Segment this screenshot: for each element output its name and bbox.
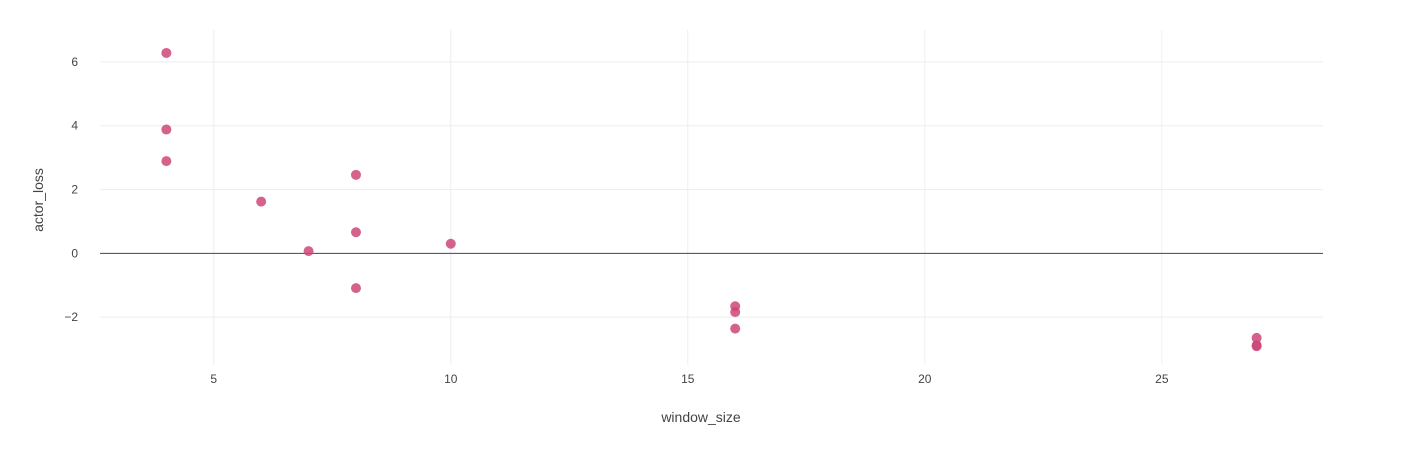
data-point: [350, 283, 361, 294]
data-point: [161, 156, 172, 167]
data-point: [730, 323, 741, 334]
data-point: [303, 246, 314, 257]
data-point: [161, 47, 172, 58]
y-tick-label: 2: [71, 183, 78, 197]
x-tick-label: 25: [1155, 372, 1169, 386]
x-tick-label: 20: [918, 372, 932, 386]
x-tick-label: 10: [444, 372, 458, 386]
y-tick-label: 6: [71, 55, 78, 69]
grid-layer: [100, 30, 1323, 365]
data-point: [161, 124, 172, 135]
y-tick-label: −2: [64, 310, 78, 324]
y-axis-label: actor_loss: [30, 168, 46, 232]
y-tick-label: 4: [71, 119, 78, 133]
points-layer: [161, 47, 1262, 352]
data-point: [1251, 332, 1262, 343]
data-point: [350, 169, 361, 180]
data-point: [350, 227, 361, 238]
tick-label-layer: 5 10 15 20 25 −2 0 2 4 6: [64, 55, 1169, 386]
data-point: [1251, 341, 1262, 352]
x-tick-label: 5: [210, 372, 217, 386]
y-tick-label: 0: [71, 246, 78, 260]
data-point: [445, 238, 456, 249]
x-axis-label: window_size: [660, 409, 741, 425]
data-point: [256, 196, 267, 207]
x-tick-label: 15: [681, 372, 695, 386]
data-point: [730, 307, 741, 318]
